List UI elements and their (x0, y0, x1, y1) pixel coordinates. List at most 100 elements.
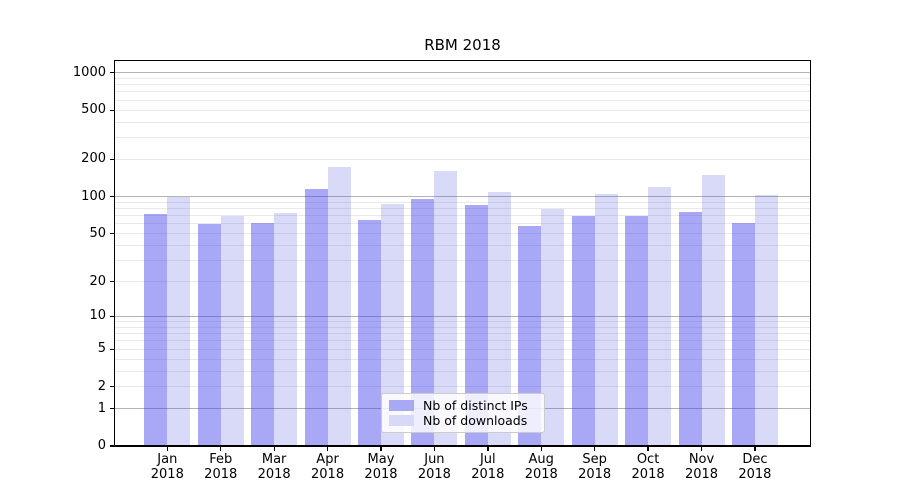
gridline-800 (115, 84, 810, 86)
x-tick-label-year: 2018 (471, 467, 505, 482)
gridline-60 (115, 223, 810, 225)
x-tick-aug (540, 446, 542, 451)
x-tick-label-year: 2018 (578, 467, 612, 482)
legend-swatch-nb-of-downloads (389, 415, 414, 427)
y-tick-label-200: 200 (81, 151, 106, 167)
bar-dec-nb-of-distinct-ips (731, 223, 755, 446)
axis-spine-top (114, 60, 811, 62)
gridline-70 (115, 215, 810, 217)
x-tick-feb (220, 446, 222, 451)
bar-feb-nb-of-distinct-ips (197, 223, 221, 446)
x-tick-label-jan: Jan 2018 (135, 452, 199, 482)
bar-oct-nb-of-downloads (648, 186, 672, 446)
gridline-100 (115, 196, 810, 198)
x-tick-label-may: May 2018 (349, 452, 413, 482)
y-tick-0 (110, 445, 115, 447)
legend-swatch-nb-of-distinct-ips (389, 399, 414, 411)
x-tick-label-month: Sep (582, 452, 607, 467)
x-tick-label-month: Jan (157, 452, 178, 467)
gridline-5 (115, 348, 810, 350)
y-tick-5 (110, 348, 115, 350)
gridline-9 (115, 321, 810, 323)
plot-area (110, 60, 811, 451)
x-tick-label-year: 2018 (311, 467, 345, 482)
legend-item-nb-of-distinct-ips: Nb of distinct IPs (389, 398, 537, 413)
x-tick-apr (326, 446, 329, 451)
x-tick-may (380, 446, 382, 451)
gridline-500 (115, 109, 810, 111)
gridline-80 (115, 208, 810, 210)
bar-apr-nb-of-distinct-ips (304, 189, 328, 446)
bar-may-nb-of-distinct-ips (357, 219, 381, 446)
bar-feb-nb-of-downloads (220, 215, 244, 446)
legend: Nb of distinct IPs Nb of downloads (381, 393, 545, 433)
gridline-50 (115, 233, 810, 235)
x-tick-jun (433, 446, 436, 451)
y-tick-label-10: 10 (89, 308, 106, 324)
x-tick-label-jul: Jul 2018 (456, 452, 520, 482)
bar-aug-nb-of-downloads (541, 208, 565, 446)
gridline-40 (115, 244, 810, 246)
gridline-90 (115, 201, 810, 203)
bar-jun-nb-of-distinct-ips (411, 198, 435, 446)
y-tick-50 (110, 232, 115, 235)
x-tick-label-year: 2018 (150, 467, 184, 482)
y-tick-2 (110, 386, 115, 388)
bar-may-nb-of-downloads (380, 204, 404, 446)
bar-apr-nb-of-downloads (327, 166, 351, 446)
x-tick-label-year: 2018 (524, 467, 558, 482)
bar-mar-nb-of-downloads (274, 212, 298, 446)
gridline-600 (115, 99, 810, 101)
x-tick-label-year: 2018 (417, 467, 451, 482)
x-tick-label-year: 2018 (364, 467, 398, 482)
gridline-700 (115, 91, 810, 93)
bar-jul-nb-of-downloads (487, 192, 511, 446)
bar-mar-nb-of-distinct-ips (251, 223, 275, 446)
x-tick-oct (647, 446, 649, 451)
x-tick-label-year: 2018 (204, 467, 238, 482)
x-tick-label-aug: Aug 2018 (509, 452, 573, 482)
x-tick-label-month: Jun (424, 452, 445, 467)
legend-label-nb-of-distinct-ips: Nb of distinct IPs (423, 397, 528, 413)
bar-aug-nb-of-distinct-ips (518, 225, 542, 446)
chart-title: RBM 2018 (424, 36, 501, 54)
x-tick-label-nov: Nov 2018 (670, 452, 734, 482)
x-tick-label-year: 2018 (257, 467, 291, 482)
y-tick-20 (110, 280, 115, 283)
gridline-7 (115, 333, 810, 335)
gridline-300 (115, 137, 810, 139)
gridline-3 (115, 370, 810, 372)
legend-item-nb-of-downloads: Nb of downloads (389, 413, 537, 428)
gridline-10 (115, 315, 810, 318)
x-tick-label-month: May (367, 452, 395, 467)
gridline-1000 (115, 72, 810, 74)
x-tick-sep (594, 446, 596, 451)
bar-jan-nb-of-distinct-ips (144, 214, 168, 446)
x-tick-label-mar: Mar 2018 (242, 452, 306, 482)
x-tick-jan (166, 446, 168, 451)
x-tick-label-year: 2018 (631, 467, 665, 482)
axis-spine-bottom (114, 445, 811, 447)
x-tick-nov (700, 446, 703, 451)
x-tick-label-oct: Oct 2018 (616, 452, 680, 482)
bar-sep-nb-of-distinct-ips (571, 216, 595, 446)
bar-oct-nb-of-distinct-ips (625, 215, 649, 446)
x-tick-label-month: Apr (316, 452, 339, 467)
gridline-2 (115, 386, 810, 388)
y-tick-label-2: 2 (97, 378, 106, 394)
x-tick-label-month: Aug (528, 452, 554, 467)
x-tick-label-month: Oct (636, 452, 660, 467)
axis-spine-left (114, 60, 116, 447)
x-tick-dec (754, 446, 756, 451)
gridline-8 (115, 326, 810, 328)
bar-jan-nb-of-downloads (167, 196, 191, 446)
x-tick-label-month: Jul (479, 452, 496, 467)
x-tick-label-year: 2018 (738, 467, 772, 482)
y-tick-label-1000: 1000 (72, 64, 106, 80)
y-tick-label-5: 5 (97, 341, 106, 357)
gridline-200 (115, 158, 810, 160)
gridline-400 (115, 121, 810, 123)
legend-label-nb-of-downloads: Nb of downloads (423, 413, 528, 429)
x-tick-label-month: Dec (742, 452, 768, 467)
